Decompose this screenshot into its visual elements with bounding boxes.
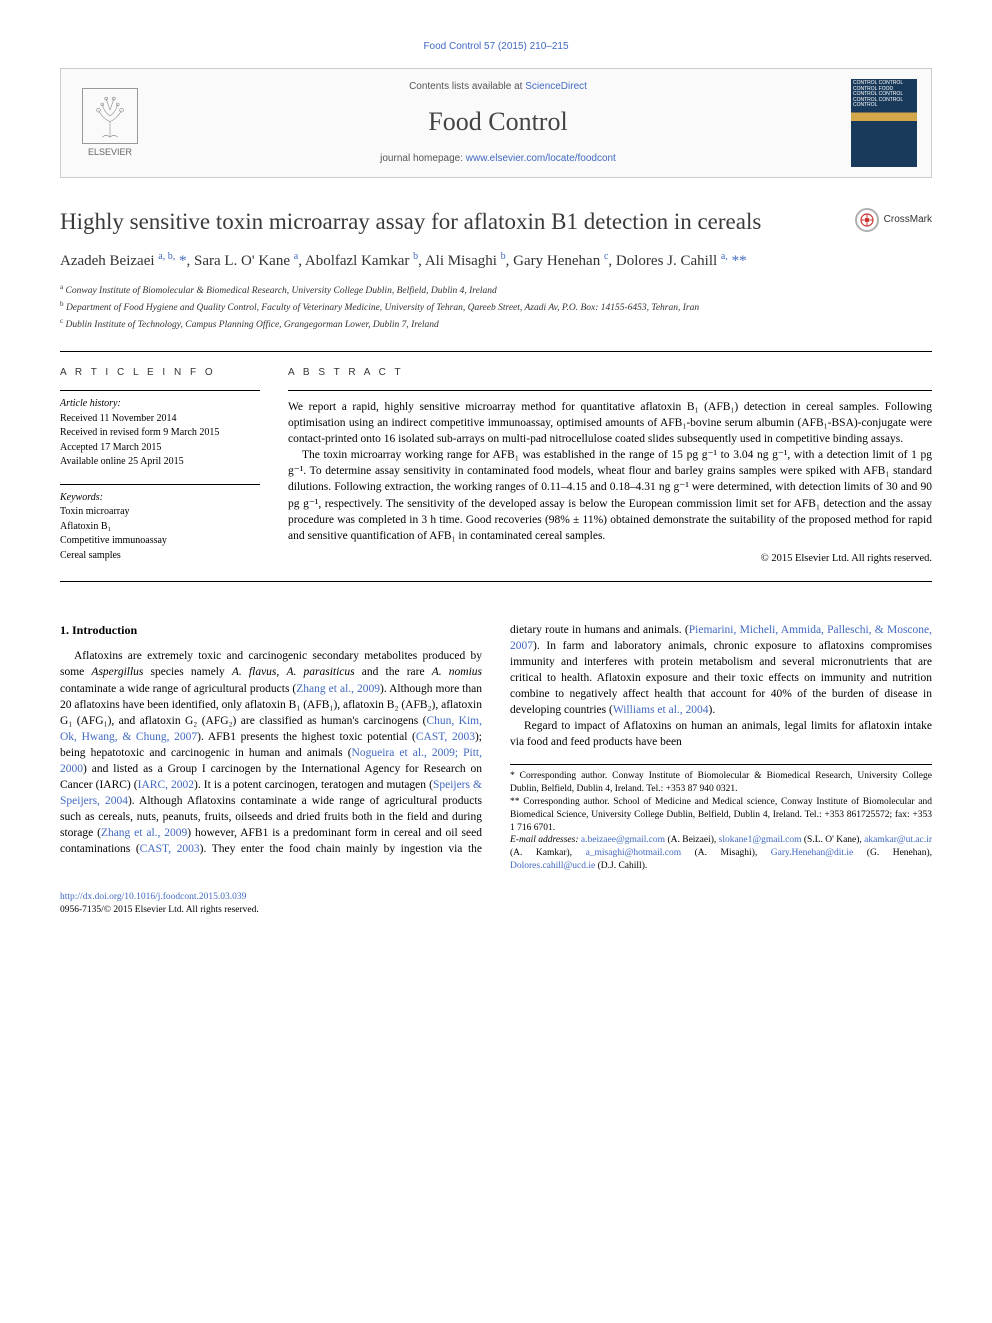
ref-williams[interactable]: Williams et al., 2004 bbox=[613, 704, 709, 716]
affiliations: a Conway Institute of Biomolecular & Bio… bbox=[60, 282, 932, 333]
ref-cast2[interactable]: CAST, 2003 bbox=[140, 843, 200, 855]
divider bbox=[60, 581, 932, 582]
doi-block: http://dx.doi.org/10.1016/j.foodcont.201… bbox=[60, 891, 932, 917]
abstract: A B S T R A C T We report a rapid, highl… bbox=[288, 366, 932, 567]
body-columns: 1. Introduction Aflatoxins are extremely… bbox=[60, 622, 932, 873]
elsevier-logo: ELSEVIER bbox=[75, 83, 145, 163]
article-info-sidebar: A R T I C L E I N F O Article history: R… bbox=[60, 366, 260, 567]
homepage-line: journal homepage: www.elsevier.com/locat… bbox=[163, 152, 833, 166]
homepage-link[interactable]: www.elsevier.com/locate/foodcont bbox=[466, 153, 616, 164]
email-5[interactable]: Dolores.cahill@ucd.ie bbox=[510, 861, 595, 871]
ref-zhang2[interactable]: Zhang et al., 2009 bbox=[101, 827, 187, 839]
affil-b: Department of Food Hygiene and Quality C… bbox=[66, 303, 699, 313]
history-block: Article history: Received 11 November 20… bbox=[60, 390, 260, 470]
crossmark-icon bbox=[855, 208, 879, 232]
history-received: Received 11 November 2014 bbox=[60, 413, 177, 424]
keywords-label: Keywords: bbox=[60, 492, 103, 503]
journal-cover-thumb: CONTROL CONTROL CONTROL FOOD CONTROL CON… bbox=[851, 79, 917, 167]
article-title: Highly sensitive toxin microarray assay … bbox=[60, 208, 837, 237]
history-online: Available online 25 April 2015 bbox=[60, 456, 184, 467]
email-2[interactable]: akamkar@ut.ac.ir bbox=[864, 835, 932, 845]
crossmark-label: CrossMark bbox=[884, 213, 932, 227]
contents-line: Contents lists available at ScienceDirec… bbox=[163, 80, 833, 94]
email-3[interactable]: a_misaghi@hotmail.com bbox=[586, 848, 682, 858]
history-revised: Received in revised form 9 March 2015 bbox=[60, 427, 219, 438]
ref-zhang[interactable]: Zhang et al., 2009 bbox=[296, 683, 380, 695]
article-info-label: A R T I C L E I N F O bbox=[60, 366, 260, 380]
elsevier-tree-icon bbox=[82, 88, 138, 144]
corr-author-2: ** Corresponding author. School of Medic… bbox=[510, 796, 932, 834]
issn-line: 0956-7135/© 2015 Elsevier Ltd. All right… bbox=[60, 905, 259, 915]
affil-c: Dublin Institute of Technology, Campus P… bbox=[66, 320, 439, 330]
homepage-prefix: journal homepage: bbox=[380, 153, 466, 164]
corr-author-1: * Corresponding author. Conway Institute… bbox=[510, 770, 932, 796]
history-label: Article history: bbox=[60, 398, 121, 409]
email-4[interactable]: Gary.Henehan@dit.ie bbox=[771, 848, 854, 858]
email-0[interactable]: a.beizaee@gmail.com bbox=[581, 835, 665, 845]
crossmark-badge[interactable]: CrossMark bbox=[855, 208, 932, 232]
keywords-block: Keywords: Toxin microarray Aflatoxin B₁ … bbox=[60, 484, 260, 564]
abstract-label: A B S T R A C T bbox=[288, 366, 932, 380]
doi-link[interactable]: http://dx.doi.org/10.1016/j.foodcont.201… bbox=[60, 892, 246, 902]
authors: Azadeh Beizaei a, b, *, Sara L. O' Kane … bbox=[60, 249, 932, 273]
keyword-0: Toxin microarray bbox=[60, 506, 130, 517]
ref-iarc[interactable]: IARC, 2002 bbox=[138, 779, 194, 791]
abstract-p2: The toxin microarray working range for A… bbox=[288, 447, 932, 544]
history-accepted: Accepted 17 March 2015 bbox=[60, 442, 161, 453]
ref-cast1[interactable]: CAST, 2003 bbox=[416, 731, 475, 743]
elsevier-label: ELSEVIER bbox=[88, 146, 132, 159]
email-addresses: E-mail addresses: a.beizaee@gmail.com (A… bbox=[510, 834, 932, 872]
keyword-1: Aflatoxin B₁ bbox=[60, 521, 111, 532]
affil-a: Conway Institute of Biomolecular & Biome… bbox=[66, 286, 497, 296]
keyword-3: Cereal samples bbox=[60, 550, 121, 561]
contents-prefix: Contents lists available at bbox=[409, 81, 525, 92]
abstract-copyright: © 2015 Elsevier Ltd. All rights reserved… bbox=[288, 552, 932, 567]
top-citation: Food Control 57 (2015) 210–215 bbox=[60, 40, 932, 54]
intro-heading: 1. Introduction bbox=[60, 622, 482, 639]
journal-header: ELSEVIER Contents lists available at Sci… bbox=[60, 68, 932, 178]
abstract-p1: We report a rapid, highly sensitive micr… bbox=[288, 399, 932, 447]
intro-p2: Regard to impact of Aflatoxins on human … bbox=[510, 718, 932, 750]
footnotes: * Corresponding author. Conway Institute… bbox=[510, 764, 932, 873]
journal-name: Food Control bbox=[163, 104, 833, 140]
email-1[interactable]: slokane1@gmail.com bbox=[719, 835, 802, 845]
sciencedirect-link[interactable]: ScienceDirect bbox=[525, 81, 587, 92]
divider bbox=[60, 351, 932, 352]
keyword-2: Competitive immunoassay bbox=[60, 535, 167, 546]
